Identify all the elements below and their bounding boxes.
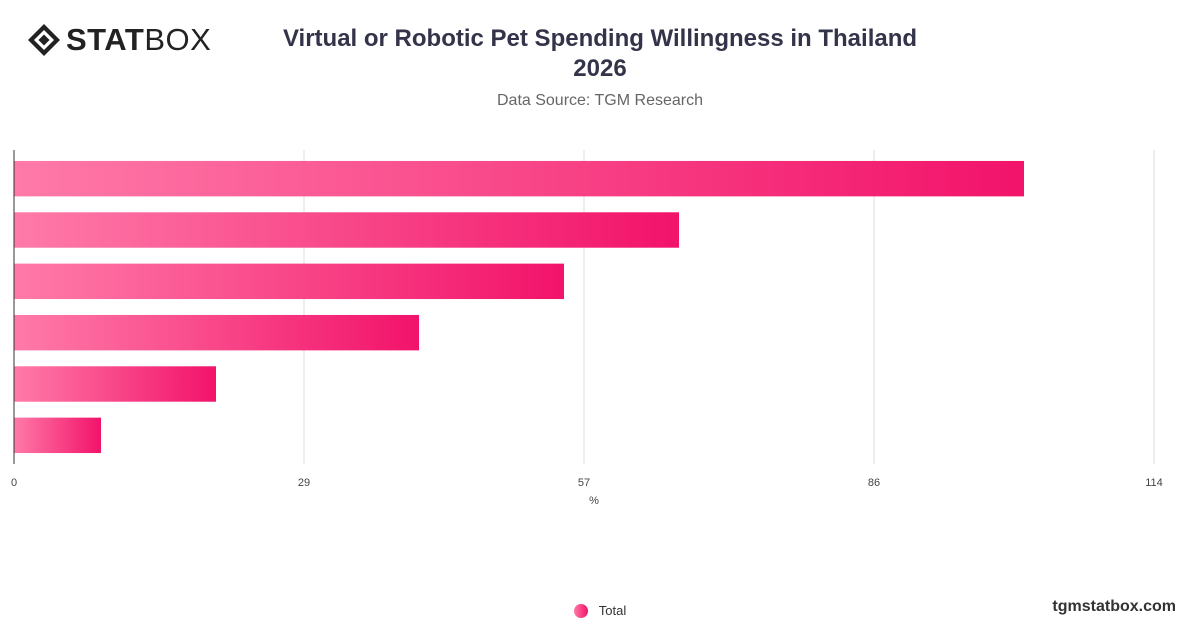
bar-1[interactable] [14, 160, 1024, 197]
chart-title-line2: 2026 [573, 55, 627, 82]
chart-title: Virtual or Robotic Pet Spending Willingn… [250, 24, 950, 84]
bars [14, 160, 1024, 454]
statbox-logo: STATBOX [26, 22, 211, 58]
watermark: tgmstatbox.com [1052, 598, 1176, 615]
x-tick-label: 0 [11, 477, 17, 489]
gridlines [303, 150, 1155, 464]
x-tick-label: 57 [578, 477, 590, 489]
bar-4[interactable] [14, 314, 419, 351]
chart-title-line1: Virtual or Robotic Pet Spending Willingn… [282, 25, 918, 52]
legend-label: Total [598, 603, 627, 618]
bar-3[interactable] [14, 263, 564, 300]
chart-subtitle: Data Source: TGM Research [496, 92, 703, 109]
bar-5[interactable] [14, 366, 216, 402]
x-tick-label: 86 [868, 477, 880, 489]
bar-chart: 0 29 57 86 114% [11, 150, 1163, 507]
logo-text-bold: STAT [66, 22, 145, 57]
legend-swatch [573, 603, 588, 618]
legend[interactable]: Total [0, 603, 1200, 618]
x-tick-label: 114 [1145, 477, 1163, 489]
logo-text-light: BOX [144, 22, 212, 57]
x-axis-label: % [589, 495, 599, 507]
diamond-logo-icon [28, 24, 60, 56]
x-tick-label: 29 [298, 477, 310, 489]
logo-wordmark: STATBOX [66, 22, 211, 58]
x-axis: 0 29 57 86 114% [11, 150, 1163, 507]
bar-6[interactable] [14, 417, 101, 454]
bar-2[interactable] [14, 212, 679, 248]
